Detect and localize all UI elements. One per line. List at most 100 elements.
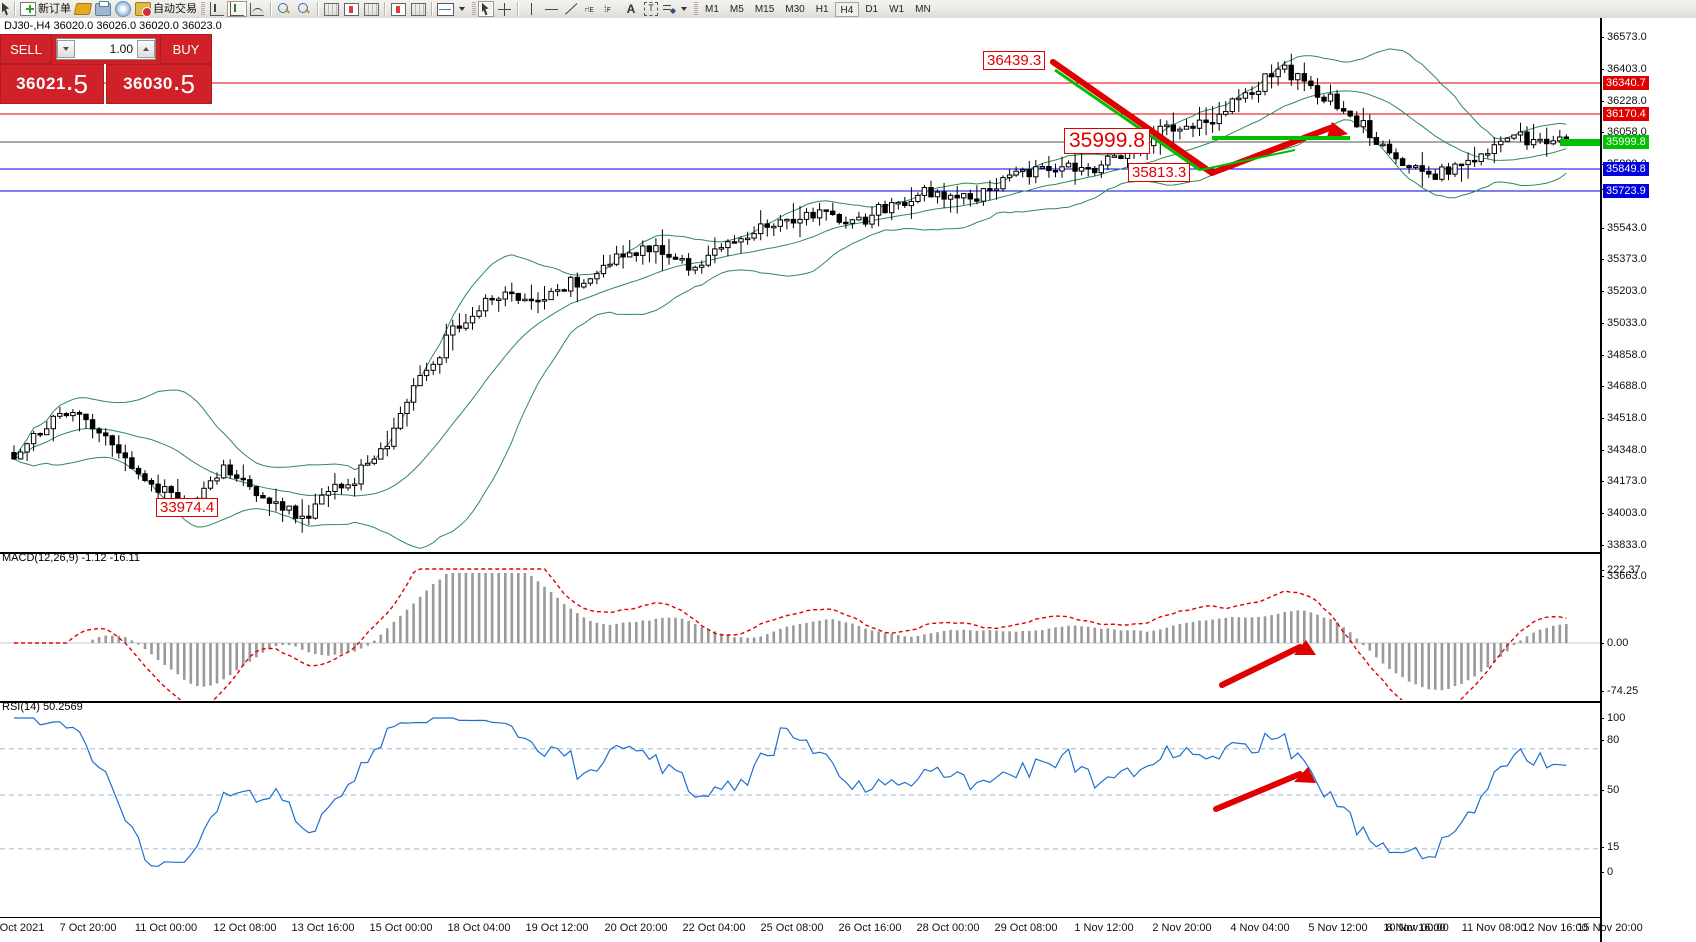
volume-field-wrap[interactable]: 1.00 xyxy=(52,34,160,64)
macd-tick xyxy=(1600,691,1604,692)
text-label-icon: T xyxy=(644,2,658,16)
price-badge-red[interactable]: 36340.7 xyxy=(1603,76,1649,90)
zoom-out-button[interactable] xyxy=(294,1,314,17)
time-label: 8 Nov 16:00 xyxy=(1386,922,1446,934)
chevron-down-icon[interactable] xyxy=(681,7,687,11)
data-window-button[interactable] xyxy=(361,1,381,17)
price-annotation[interactable]: 35813.3 xyxy=(1128,163,1191,182)
price-annotation[interactable]: 35999.8 xyxy=(1064,128,1150,154)
price-chart-canvas[interactable] xyxy=(0,30,1600,570)
price-annotation[interactable]: 36439.3 xyxy=(983,51,1046,70)
trendline-button[interactable] xyxy=(561,1,581,17)
objects-list-button[interactable] xyxy=(661,1,692,17)
price-tick xyxy=(1600,418,1604,419)
toolbar-divider xyxy=(317,2,318,16)
print-icon xyxy=(95,0,111,16)
signal-button[interactable] xyxy=(113,1,133,17)
text-label-button[interactable]: T xyxy=(641,1,661,17)
price-tick xyxy=(1600,132,1604,133)
price-tick xyxy=(1600,513,1604,514)
sell-button[interactable]: SELL xyxy=(0,34,52,64)
buy-button[interactable]: BUY xyxy=(160,34,212,64)
line-chart-button[interactable] xyxy=(247,1,267,17)
chevron-up-icon xyxy=(143,47,149,51)
price-tick xyxy=(1600,481,1604,482)
grid-icon xyxy=(323,2,339,16)
bar-chart-icon xyxy=(210,2,224,16)
timeframe-m30[interactable]: M30 xyxy=(785,3,805,15)
templates-button[interactable] xyxy=(435,1,470,17)
zoom-in-button[interactable] xyxy=(274,1,294,17)
new-order-button[interactable]: 新订单 xyxy=(18,1,73,17)
price-label: 36228.0 xyxy=(1607,95,1647,107)
cursor-tool-button[interactable] xyxy=(478,1,494,17)
time-label: 28 Oct 00:00 xyxy=(916,922,980,934)
candlestick-icon xyxy=(230,2,244,16)
sell-price[interactable]: 36021 . 5 xyxy=(0,64,104,104)
price-badge-green[interactable]: 35999.8 xyxy=(1603,135,1649,149)
price-tick xyxy=(1600,69,1604,70)
toolbar-grip[interactable] xyxy=(694,2,698,16)
price-annotation[interactable]: 33974.4 xyxy=(156,498,219,517)
new-order-icon xyxy=(20,2,36,16)
price-scale[interactable]: 36573.036403.036228.036058.035888.035723… xyxy=(1600,18,1696,942)
timeframe-m15[interactable]: M15 xyxy=(754,3,775,15)
chart-area[interactable]: DJ30-,H4 36020.0 36026.0 36020.0 36023.0… xyxy=(0,18,1696,942)
fibonacci-button[interactable]: ⑁ᴇ xyxy=(581,1,601,17)
time-label: 22 Oct 04:00 xyxy=(682,922,746,934)
buy-price[interactable]: 36030 . 5 xyxy=(106,64,212,104)
timeframe-m5[interactable]: M5 xyxy=(729,3,744,15)
rsi-scale-label: 100 xyxy=(1607,712,1626,724)
timeframe-w1[interactable]: W1 xyxy=(889,3,905,15)
bar-chart-button[interactable] xyxy=(207,1,227,17)
horizontal-line-button[interactable] xyxy=(541,1,561,17)
macd-scale-label: 0.00 xyxy=(1607,637,1629,649)
price-badge-blue[interactable]: 35723.9 xyxy=(1603,184,1649,198)
print-button[interactable] xyxy=(93,0,113,17)
toolbar-grip[interactable] xyxy=(201,2,205,16)
grid-button[interactable] xyxy=(321,1,341,17)
time-scale[interactable]: Oct 2021 7 Oct 20:00 11 Oct 00:00 12 Oct 08… xyxy=(0,917,1643,942)
auto-trading-button[interactable]: 自动交易 xyxy=(133,1,199,17)
toolbar-grip[interactable] xyxy=(472,2,476,16)
fibonacci-fan-button[interactable]: ⁞ꜰ xyxy=(601,1,621,17)
rsi-tick xyxy=(1600,790,1604,791)
rsi-scale-label: 15 xyxy=(1607,841,1620,853)
buy-price-decimal: 5 xyxy=(180,69,195,99)
timeframe-m1[interactable]: M1 xyxy=(705,3,719,15)
crosshair-tool-button[interactable] xyxy=(494,1,514,17)
volume-value[interactable]: 1.00 xyxy=(109,42,133,56)
price-label: 35033.0 xyxy=(1607,317,1647,329)
timeframe-h1[interactable]: H1 xyxy=(815,3,829,15)
volume-increment-button[interactable] xyxy=(137,40,155,58)
time-label: 20 Oct 20:00 xyxy=(604,922,668,934)
one-click-trading-panel[interactable]: SELL 1.00 BUY 36021 . 5 36030 . 5 xyxy=(0,34,212,108)
timeframe-h4[interactable]: H4 xyxy=(834,1,860,17)
price-label: 35543.0 xyxy=(1607,222,1647,234)
auto-scroll-button[interactable] xyxy=(408,1,428,17)
zoom-out-icon xyxy=(297,2,311,16)
text-button[interactable]: A xyxy=(621,1,641,17)
ohlc-button[interactable] xyxy=(341,1,361,17)
price-label: 36403.0 xyxy=(1607,63,1647,75)
candlestick-chart-button[interactable] xyxy=(227,1,247,17)
volume-decrement-button[interactable] xyxy=(57,40,75,58)
time-label: 19 Oct 12:00 xyxy=(525,922,589,934)
price-badge-blue[interactable]: 35849.8 xyxy=(1603,162,1649,176)
volume-stepper[interactable]: 1.00 xyxy=(56,38,156,60)
signal-icon xyxy=(115,1,131,17)
price-label: 34688.0 xyxy=(1607,380,1647,392)
vertical-line-button[interactable] xyxy=(521,1,541,17)
price-tick xyxy=(1600,323,1604,324)
timeframe-mn[interactable]: MN xyxy=(915,3,931,15)
chart-shift-button[interactable] xyxy=(388,1,408,17)
chevron-down-icon[interactable] xyxy=(459,7,465,11)
price-badge-red[interactable]: 36170.4 xyxy=(1603,107,1649,121)
cursor-icon[interactable] xyxy=(2,2,10,16)
time-label: 15 Oct 00:00 xyxy=(369,922,433,934)
rsi-chart-canvas[interactable] xyxy=(0,704,1600,919)
macd-chart-canvas[interactable] xyxy=(0,555,1600,700)
gold-button[interactable] xyxy=(73,1,93,17)
timeframe-d1[interactable]: D1 xyxy=(865,3,879,15)
crosshair-icon xyxy=(497,2,511,16)
